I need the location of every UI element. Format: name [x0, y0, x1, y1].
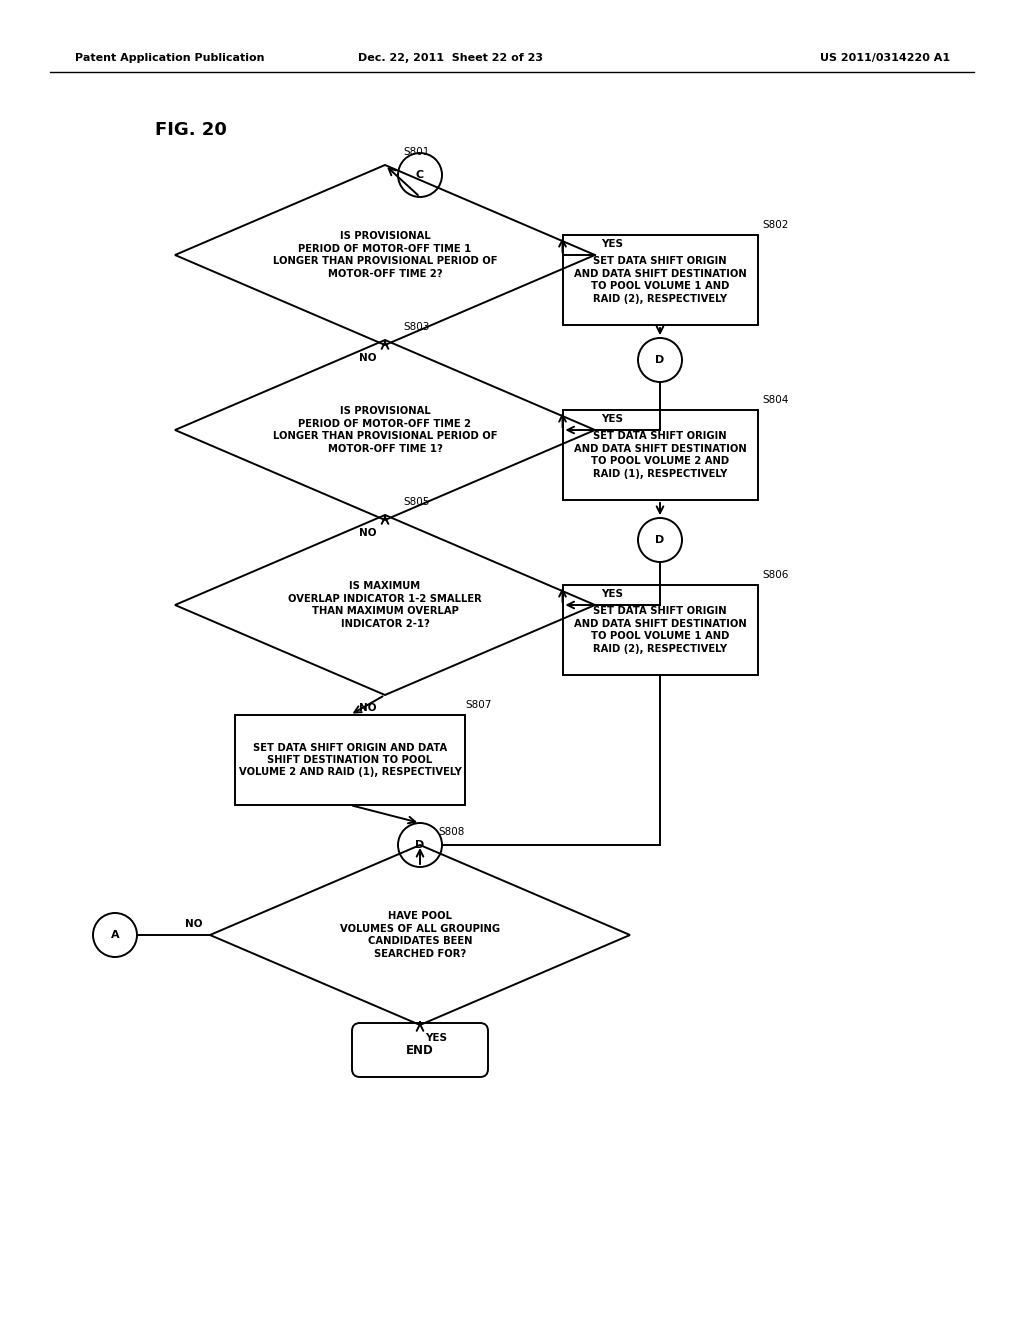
Text: IS MAXIMUM
OVERLAP INDICATOR 1-2 SMALLER
THAN MAXIMUM OVERLAP
INDICATOR 2-1?: IS MAXIMUM OVERLAP INDICATOR 1-2 SMALLER…	[288, 581, 482, 628]
Text: YES: YES	[601, 414, 623, 424]
Text: YES: YES	[601, 589, 623, 599]
Text: HAVE POOL
VOLUMES OF ALL GROUPING
CANDIDATES BEEN
SEARCHED FOR?: HAVE POOL VOLUMES OF ALL GROUPING CANDID…	[340, 911, 500, 958]
Text: FIG. 20: FIG. 20	[155, 121, 227, 139]
Text: Dec. 22, 2011  Sheet 22 of 23: Dec. 22, 2011 Sheet 22 of 23	[357, 53, 543, 63]
Text: S807: S807	[465, 700, 492, 710]
Text: S803: S803	[403, 322, 429, 333]
Text: SET DATA SHIFT ORIGIN
AND DATA SHIFT DESTINATION
TO POOL VOLUME 1 AND
RAID (2), : SET DATA SHIFT ORIGIN AND DATA SHIFT DES…	[573, 256, 746, 304]
Text: IS PROVISIONAL
PERIOD OF MOTOR-OFF TIME 1
LONGER THAN PROVISIONAL PERIOD OF
MOTO: IS PROVISIONAL PERIOD OF MOTOR-OFF TIME …	[272, 231, 498, 279]
Text: D: D	[655, 355, 665, 366]
Text: NO: NO	[184, 919, 202, 929]
Text: S805: S805	[403, 498, 429, 507]
Text: US 2011/0314220 A1: US 2011/0314220 A1	[820, 53, 950, 63]
Text: YES: YES	[601, 239, 623, 249]
Text: Patent Application Publication: Patent Application Publication	[75, 53, 264, 63]
Text: A: A	[111, 931, 120, 940]
Text: C: C	[416, 170, 424, 180]
Text: S802: S802	[763, 220, 788, 230]
Text: YES: YES	[425, 1034, 447, 1043]
Text: NO: NO	[359, 704, 377, 713]
Text: SET DATA SHIFT ORIGIN AND DATA
SHIFT DESTINATION TO POOL
VOLUME 2 AND RAID (1), : SET DATA SHIFT ORIGIN AND DATA SHIFT DES…	[239, 743, 462, 777]
Text: S801: S801	[403, 147, 429, 157]
Text: NO: NO	[359, 352, 377, 363]
Text: END: END	[407, 1044, 434, 1056]
Text: S808: S808	[438, 828, 464, 837]
Text: S806: S806	[763, 570, 788, 579]
Text: S804: S804	[763, 395, 788, 405]
Text: IS PROVISIONAL
PERIOD OF MOTOR-OFF TIME 2
LONGER THAN PROVISIONAL PERIOD OF
MOTO: IS PROVISIONAL PERIOD OF MOTOR-OFF TIME …	[272, 407, 498, 454]
Text: D: D	[416, 840, 425, 850]
Text: D: D	[655, 535, 665, 545]
Text: SET DATA SHIFT ORIGIN
AND DATA SHIFT DESTINATION
TO POOL VOLUME 2 AND
RAID (1), : SET DATA SHIFT ORIGIN AND DATA SHIFT DES…	[573, 432, 746, 479]
Text: SET DATA SHIFT ORIGIN
AND DATA SHIFT DESTINATION
TO POOL VOLUME 1 AND
RAID (2), : SET DATA SHIFT ORIGIN AND DATA SHIFT DES…	[573, 606, 746, 653]
Text: NO: NO	[359, 528, 377, 539]
